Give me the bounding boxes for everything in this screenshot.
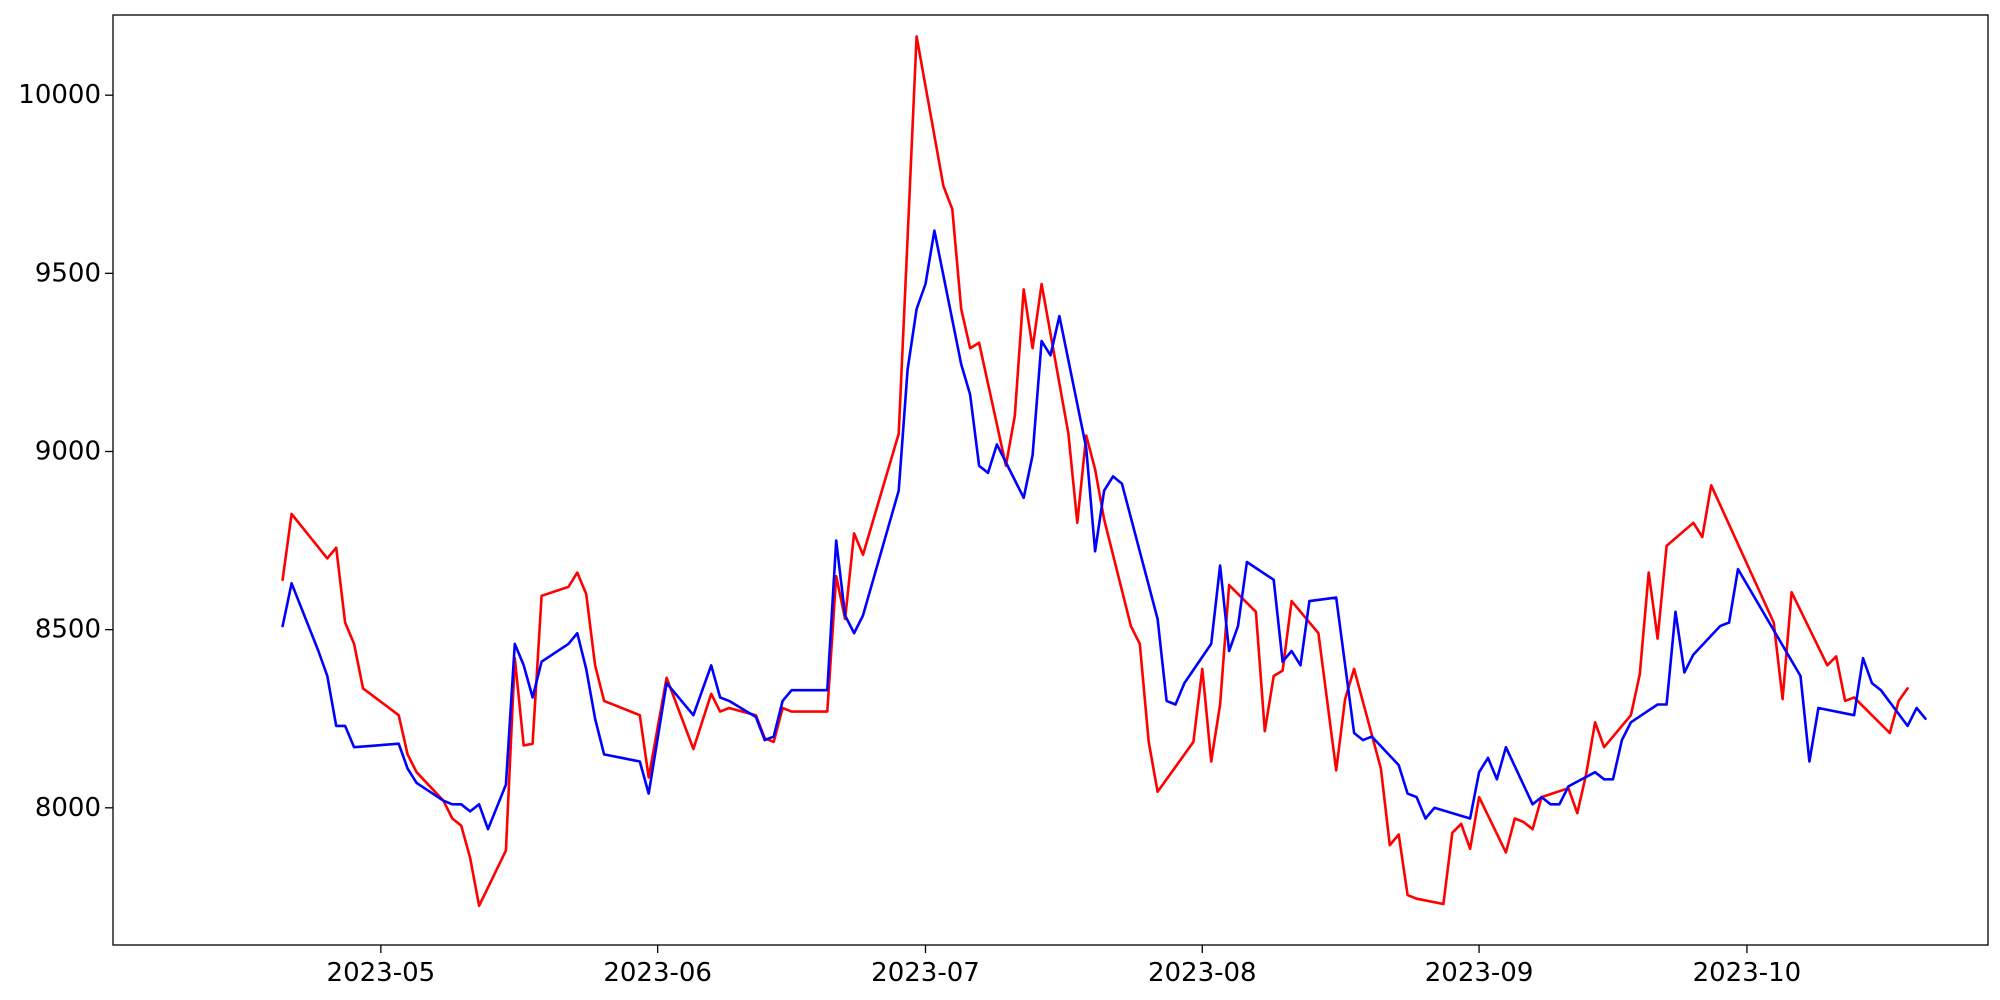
x-tick-label: 2023-05: [327, 958, 436, 988]
series-layer: [281, 35, 1927, 908]
x-tick-label: 2023-09: [1425, 958, 1534, 988]
x-tick-label: 2023-07: [871, 958, 980, 988]
y-tick-label: 9000: [35, 436, 101, 466]
y-tick-label: 8000: [35, 793, 101, 823]
y-tick-label: 9500: [35, 258, 101, 288]
y-tick-label: 10000: [18, 80, 101, 110]
plot-area: [113, 15, 1988, 945]
x-tick-label: 2023-06: [603, 958, 712, 988]
y-axis: 8000 8500 9000 9500 10000: [18, 80, 113, 823]
x-axis: 2023-05 2023-06 2023-07 2023-08 2023-09 2023-…: [327, 945, 1802, 988]
series-line-2: [281, 229, 1927, 831]
series-line-1: [281, 35, 1909, 908]
x-tick-label: 2023-08: [1148, 958, 1257, 988]
y-tick-label: 8500: [35, 615, 101, 645]
x-tick-label: 2023-10: [1693, 958, 1802, 988]
axes-frame: [112, 14, 1989, 946]
